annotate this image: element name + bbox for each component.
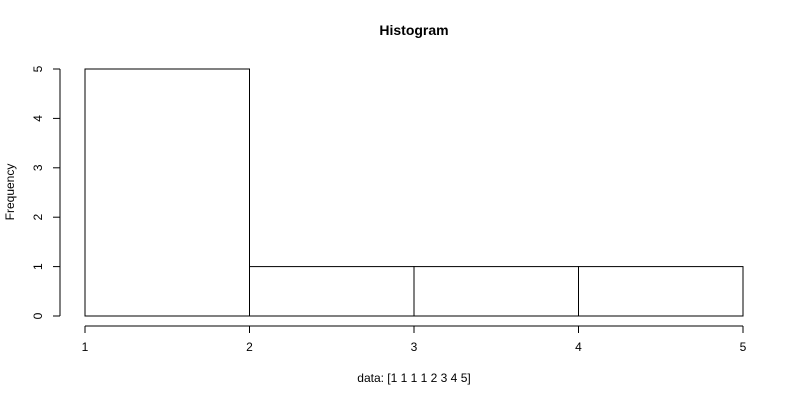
y-tick-label: 3 — [31, 164, 45, 171]
histogram-bar-2 — [249, 266, 415, 317]
histogram-bar-4 — [578, 266, 744, 317]
x-tick-label: 3 — [411, 340, 418, 354]
x-axis-label: data: [1 1 1 1 2 3 4 5] — [357, 371, 470, 385]
y-tick-label: 1 — [31, 263, 45, 270]
x-tick-label: 2 — [246, 340, 253, 354]
x-tick-label: 1 — [82, 340, 89, 354]
y-axis: 0 1 2 3 4 5 — [31, 65, 61, 319]
y-axis-label: Frequency — [3, 164, 17, 221]
x-tick-label: 5 — [740, 340, 747, 354]
y-tick-label: 2 — [31, 214, 45, 221]
bars-group — [84, 68, 744, 317]
x-tick-label: 4 — [575, 340, 582, 354]
y-tick-label: 0 — [31, 312, 45, 319]
histogram-bar-3 — [413, 266, 579, 317]
x-axis: 1 2 3 4 5 — [82, 325, 747, 354]
y-tick-label: 5 — [31, 65, 45, 72]
chart-title: Histogram — [379, 22, 448, 38]
histogram-bar-1 — [84, 68, 250, 317]
y-tick-label: 4 — [31, 115, 45, 122]
